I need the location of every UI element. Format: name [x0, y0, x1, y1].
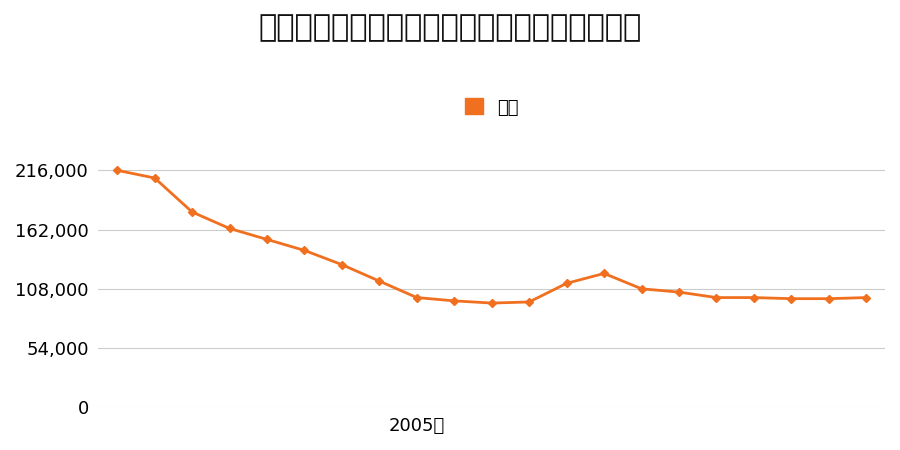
Legend: 価格: 価格 — [457, 91, 526, 124]
Text: 兵庫県西宮市鳴尾浜１丁目６番１８の地価推移: 兵庫県西宮市鳴尾浜１丁目６番１８の地価推移 — [258, 14, 642, 42]
